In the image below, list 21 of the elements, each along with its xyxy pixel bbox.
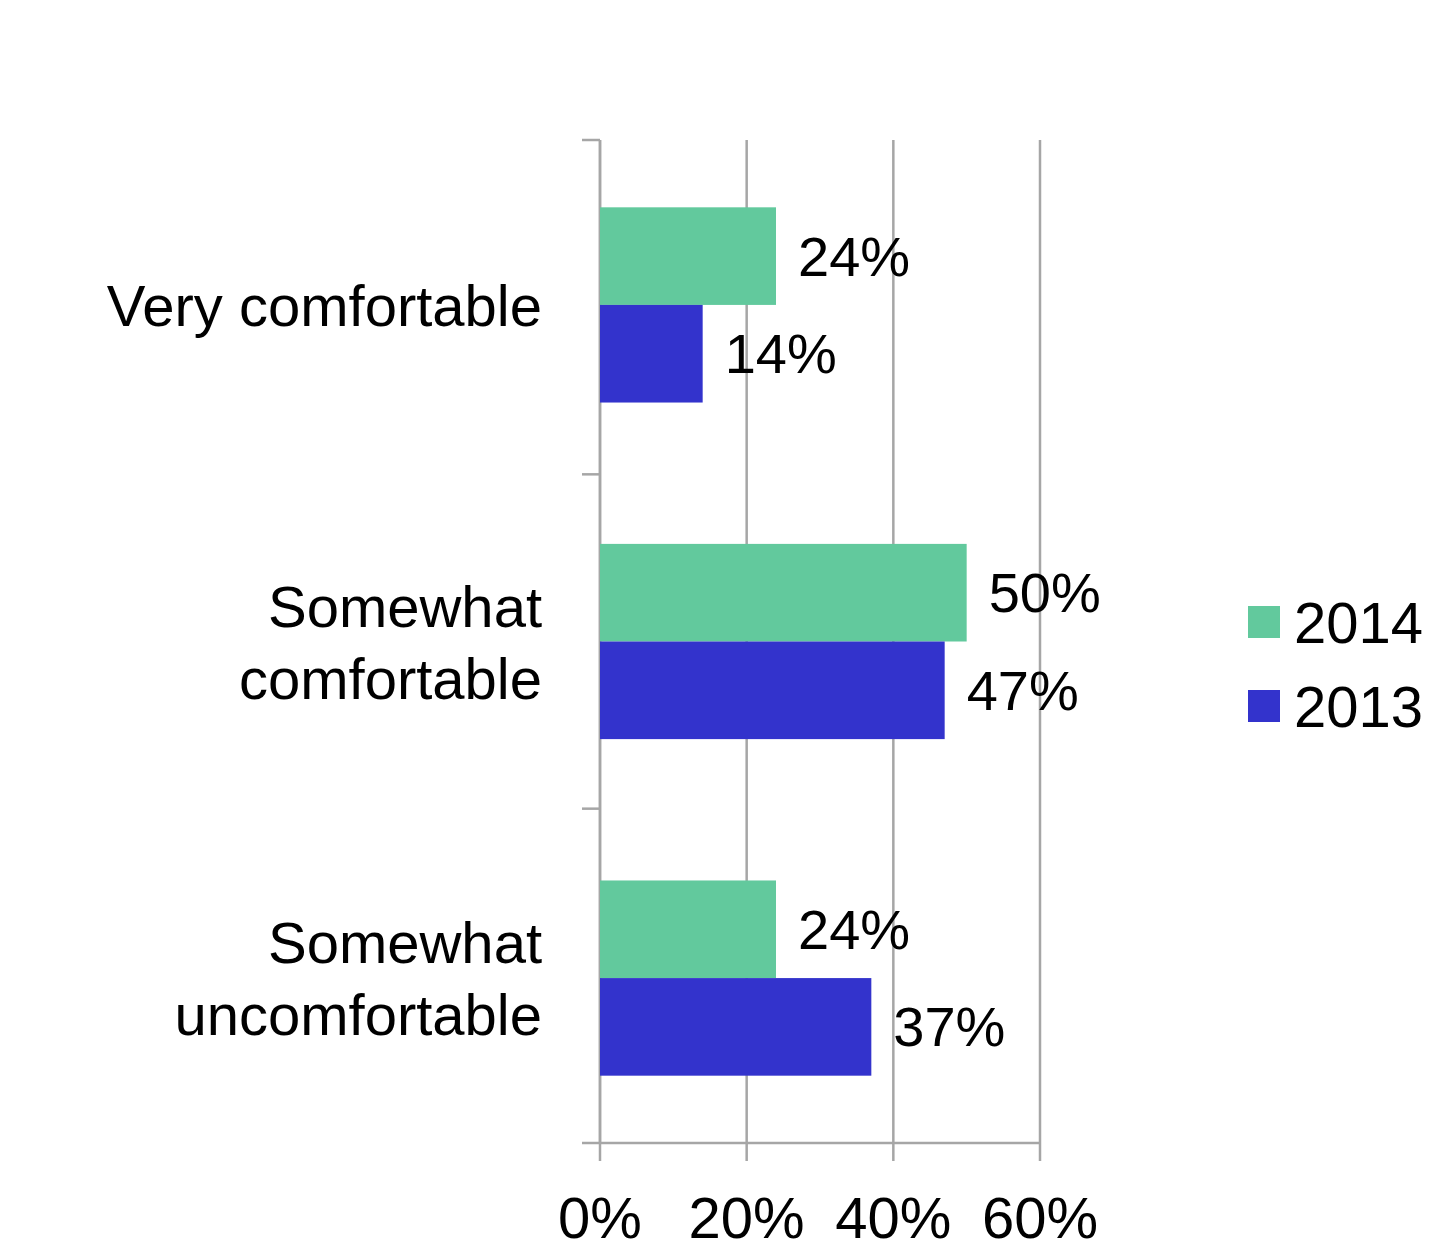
y-tick-label: Somewhat uncomfortable [174, 909, 542, 1047]
legend-label: 2013 [1294, 673, 1424, 739]
data-label: 37% [893, 995, 1006, 1059]
y-tick-label: Very comfortable [106, 272, 542, 338]
data-label: 47% [966, 658, 1079, 722]
x-tick-label: 20% [688, 1185, 805, 1245]
x-tick-label: 0% [558, 1185, 642, 1245]
legend-label: 2014 [1294, 589, 1424, 655]
data-label: 50% [988, 561, 1101, 625]
bar [600, 978, 872, 1076]
bar [600, 207, 776, 305]
data-label: 24% [798, 224, 911, 288]
bar [600, 543, 967, 642]
x-tick-label: 40% [835, 1185, 952, 1245]
y-tick-label: Somewhat comfortable [238, 573, 542, 710]
data-label: 14% [724, 322, 837, 386]
data-label: 24% [798, 897, 911, 961]
x-tick-label: 60% [981, 1185, 1099, 1245]
bar [600, 880, 776, 979]
bar [600, 641, 945, 740]
bar [600, 304, 703, 403]
